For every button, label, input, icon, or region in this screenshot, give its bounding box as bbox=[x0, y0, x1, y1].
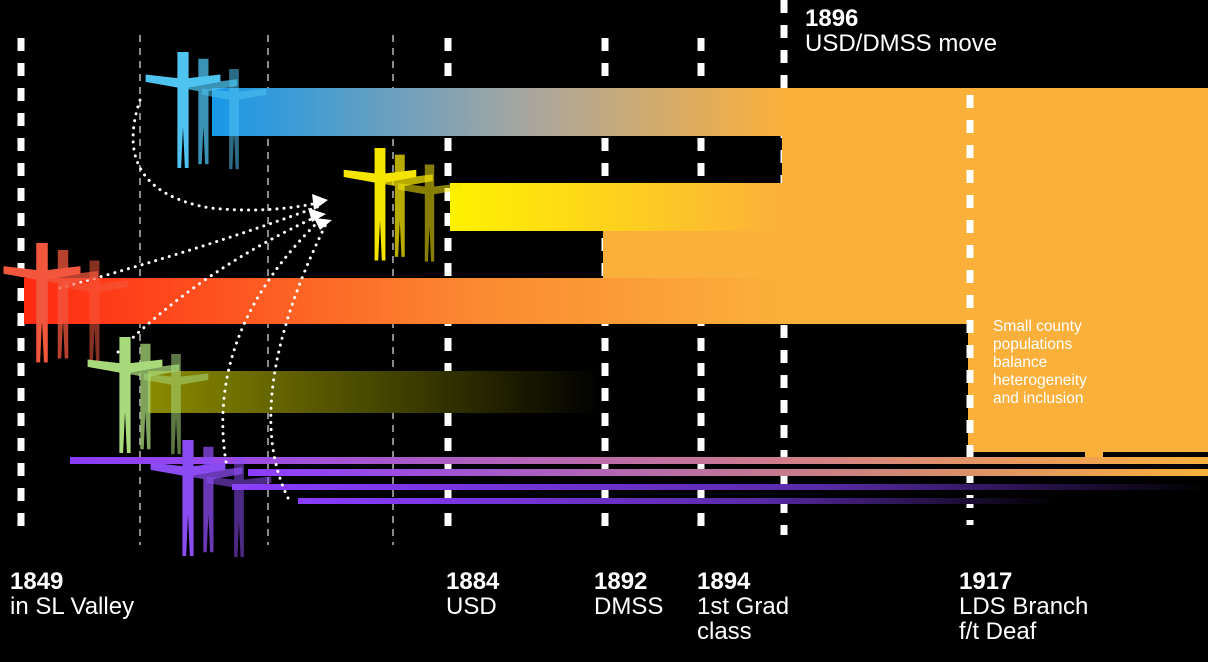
olive-band bbox=[148, 371, 600, 413]
purple-line-2 bbox=[248, 469, 1208, 476]
red-band bbox=[24, 278, 784, 324]
merged-community-area bbox=[782, 88, 1208, 452]
purple-line-4 bbox=[298, 498, 1058, 504]
person-figure-icon bbox=[150, 440, 226, 556]
milestone-text: USD/DMSS move bbox=[805, 30, 998, 57]
person-figure-icon bbox=[87, 337, 163, 453]
milestone-1917: 1917 LDS Branch f/t Deaf bbox=[959, 569, 1088, 644]
milestone-year: 1892 bbox=[594, 568, 648, 595]
arrow-heads-icon bbox=[308, 194, 332, 230]
milestone-1884: 1884 USD bbox=[446, 569, 499, 619]
person-figure-icon bbox=[206, 457, 272, 558]
person-figure-icon bbox=[201, 69, 267, 170]
yellow-band bbox=[450, 183, 784, 231]
people-figures bbox=[3, 52, 461, 558]
milestone-1894: 1894 1st Grad class bbox=[697, 569, 789, 644]
milestone-text: 1st Grad class bbox=[697, 593, 790, 645]
person-figure-icon bbox=[61, 260, 128, 364]
milestone-text: DMSS bbox=[594, 593, 664, 620]
purple-line-3 bbox=[232, 484, 1208, 490]
milestone-text: in SL Valley bbox=[10, 593, 135, 620]
milestone-1896: 1896 USD/DMSS move bbox=[805, 6, 997, 56]
person-figure-icon bbox=[143, 354, 209, 455]
milestone-year: 1917 bbox=[959, 568, 1013, 595]
person-figure-icon bbox=[343, 148, 417, 261]
milestone-1849: 1849 in SL Valley bbox=[10, 569, 134, 619]
milestone-year: 1894 bbox=[697, 568, 751, 595]
annotation-note: Small county populations balance heterog… bbox=[993, 318, 1087, 407]
milestone-year: 1884 bbox=[446, 568, 500, 595]
milestone-year: 1896 bbox=[805, 5, 859, 32]
milestone-1892: 1892 DMSS bbox=[594, 569, 663, 619]
person-figure-icon bbox=[398, 164, 461, 262]
milestone-text: USD bbox=[446, 593, 497, 620]
milestone-text: LDS Branch f/t Deaf bbox=[959, 593, 1089, 645]
blue-band bbox=[212, 88, 784, 136]
milestone-year: 1849 bbox=[10, 568, 64, 595]
person-figure-icon bbox=[3, 243, 81, 363]
purple-line-1 bbox=[70, 457, 1208, 464]
person-figure-icon bbox=[145, 52, 221, 168]
